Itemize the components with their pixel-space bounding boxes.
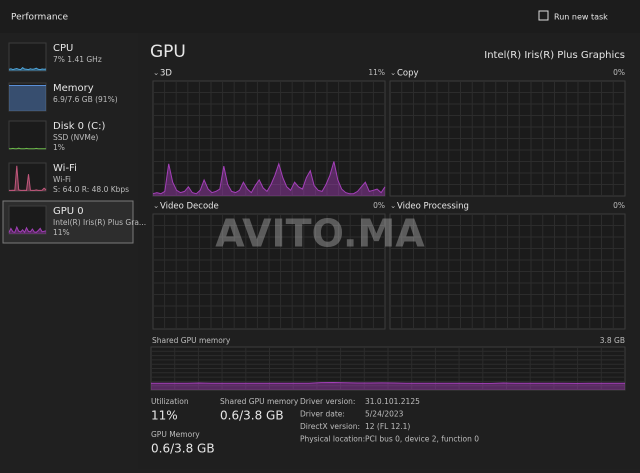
graph-line (8, 225, 47, 234)
graph-area (9, 67, 46, 71)
item-name[interactable]: Wi-Fi (53, 163, 77, 174)
item-detail: SSD (NVMe) (53, 133, 98, 142)
graph-line (8, 66, 47, 71)
info-label: Driver version: (300, 397, 355, 406)
info-value: 12 (FL 12.1) (365, 422, 410, 431)
graph-label-chevron: ⌄ (390, 68, 396, 77)
title-bar (0, 0, 640, 33)
stat-label: GPU Memory (151, 430, 200, 439)
graph-area (9, 85, 46, 111)
run-task-button[interactable]: Run new task (554, 13, 608, 22)
shared-label: Shared GPU memory (152, 336, 231, 345)
graph-value: 11% (368, 68, 385, 77)
item-detail: 7% 1.41 GHz (53, 55, 102, 64)
graph-frame (8, 120, 47, 150)
info-label: Physical location: (300, 435, 365, 444)
graph-label: Video Processing (397, 202, 469, 212)
item-detail: 11% (53, 228, 70, 237)
graph-frame (8, 42, 47, 72)
stat-label: Utilization (151, 397, 189, 406)
graph-line (151, 381, 625, 384)
graph-label: 3D (160, 69, 172, 79)
graph-label: Copy (397, 69, 419, 79)
graph-area (153, 161, 385, 196)
item-detail: 1% (53, 143, 65, 152)
adapter-name: Intel(R) Iris(R) Plus Graphics (484, 50, 625, 61)
shared-max: 3.8 GB (600, 336, 625, 345)
stat-label: Shared GPU memory (220, 397, 299, 406)
stat-value: 0.6/3.8 GB (220, 409, 284, 423)
graph-area (151, 382, 625, 390)
gpu-title: GPU (150, 42, 186, 62)
graph-value: 0% (613, 201, 625, 210)
watermark: AVITO.MA (215, 212, 425, 256)
info-value: 31.0.101.2125 (365, 397, 420, 406)
item-detail: 6.9/7.6 GB (91%) (53, 95, 118, 104)
stat-value: 11% (151, 409, 178, 423)
item-name[interactable]: CPU (53, 43, 73, 54)
item-name[interactable]: Memory (53, 83, 94, 94)
info-value: PCI bus 0, device 2, function 0 (365, 435, 479, 444)
item-detail: Wi-Fi (53, 175, 71, 184)
graph-label: Video Decode (160, 202, 219, 212)
graph-line (152, 161, 386, 195)
graph-value: 0% (373, 201, 385, 210)
info-label: DirectX version: (300, 422, 360, 431)
graph-line (9, 165, 47, 191)
item-detail: S: 64.0 R: 48.0 Kbps (53, 185, 129, 194)
run-task-icon[interactable] (538, 10, 549, 21)
graph-label-chevron: ⌄ (153, 201, 159, 210)
graph-label-chevron: ⌄ (390, 201, 396, 210)
graph-frame (8, 82, 47, 112)
graph-line (9, 147, 46, 150)
item-name[interactable]: GPU 0 (53, 206, 84, 217)
info-value: 5/24/2023 (365, 410, 404, 419)
page-title: Performance (11, 13, 68, 23)
item-name[interactable]: Disk 0 (C:) (53, 121, 105, 132)
info-label: Driver date: (300, 410, 345, 419)
graph-label-chevron: ⌄ (153, 68, 159, 77)
graph-value: 0% (613, 68, 625, 77)
stat-value: 0.6/3.8 GB (151, 442, 215, 456)
item-detail: Intel(R) Iris(R) Plus Gra... (53, 218, 146, 227)
